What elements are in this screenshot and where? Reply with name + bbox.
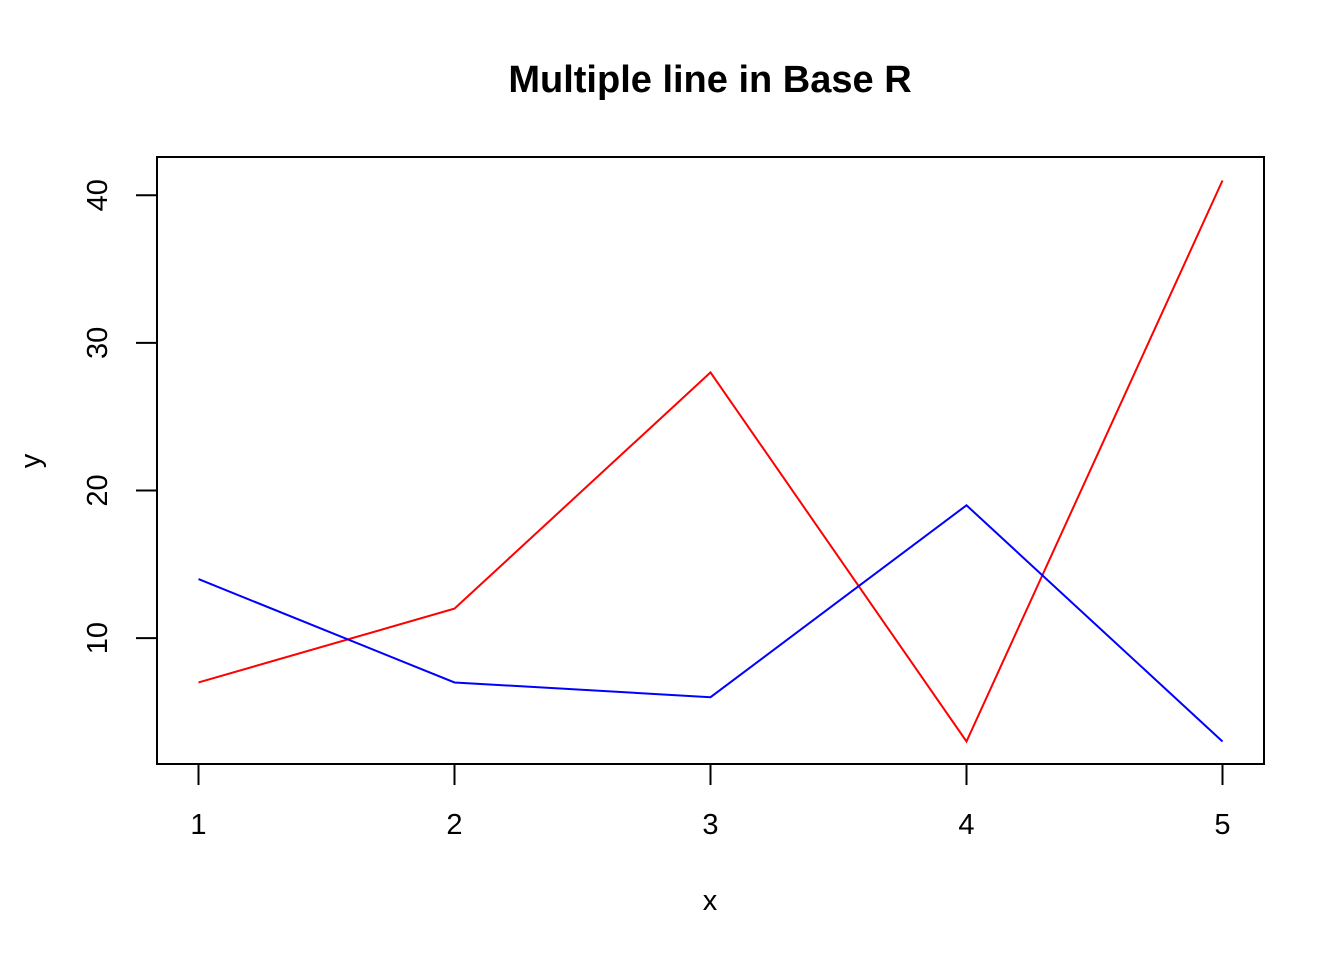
x-axis-label: x xyxy=(703,885,718,917)
series-group xyxy=(198,180,1224,744)
x-tick-label: 3 xyxy=(702,809,718,841)
series-line-2 xyxy=(198,503,1224,743)
x-tick-label: 1 xyxy=(190,809,206,841)
x-tick-label: 5 xyxy=(1214,809,1230,841)
y-axis-label: y xyxy=(15,453,47,468)
y-tick-label: 40 xyxy=(82,179,114,211)
y-tick-label: 10 xyxy=(82,622,114,654)
series-line-1 xyxy=(198,180,1224,744)
y-axis: 10 20 30 40 xyxy=(82,179,158,654)
chart-title: Multiple line in Base R xyxy=(508,59,911,101)
x-tick-label: 4 xyxy=(958,809,974,841)
x-axis: 1 2 3 4 5 xyxy=(190,763,1231,841)
y-tick-label: 30 xyxy=(82,327,114,359)
x-tick-label: 2 xyxy=(446,809,462,841)
y-tick-label: 20 xyxy=(82,474,114,506)
plot-frame xyxy=(156,156,1265,765)
